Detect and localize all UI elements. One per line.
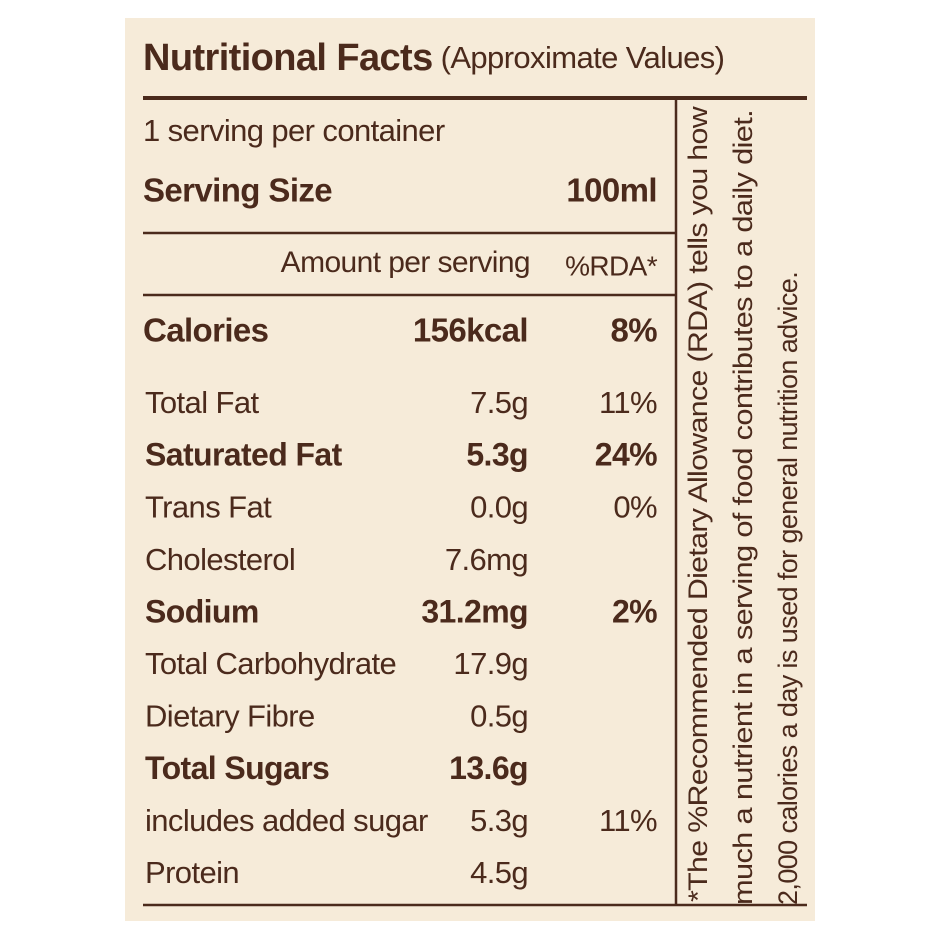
label-panel [125, 18, 815, 921]
nutrient-rda: 2% [612, 593, 657, 629]
nutrient-rda: 24% [595, 437, 657, 473]
nutrient-amount: 4.5g [470, 855, 528, 890]
calories-label: Calories [143, 312, 268, 349]
nutrient-label: Cholesterol [145, 542, 295, 577]
nutrient-label: Total Sugars [145, 750, 329, 786]
nutrient-amount: 5.3g [466, 437, 528, 473]
nutrient-rda: 11% [599, 803, 657, 838]
serving-size-value: 100ml [566, 172, 657, 209]
nutrient-label: Dietary Fibre [145, 698, 315, 733]
nutrient-amount: 7.6mg [445, 542, 528, 577]
nutrient-label: Sodium [145, 593, 259, 629]
nutrient-label: Trans Fat [145, 490, 272, 525]
title: Nutritional Facts (Approximate Values) [143, 37, 724, 79]
nutrient-amount: 17.9g [453, 646, 528, 681]
title-text: Nutritional Facts [143, 37, 433, 79]
calories-value: 156kcal [413, 312, 528, 349]
nutrient-label: Total Carbohydrate [145, 646, 396, 681]
serving-size-label: Serving Size [143, 172, 332, 209]
nutrient-amount: 7.5g [470, 385, 528, 420]
servings: 1 serving per container [143, 113, 445, 148]
nutrient-amount: 31.2mg [421, 593, 528, 629]
nutrient-label: Total Fat [145, 385, 259, 420]
amount-header: Amount per serving [281, 246, 530, 279]
calories-rda: 8% [611, 312, 658, 349]
nutrient-label: Saturated Fat [145, 437, 343, 473]
nutrient-rda: 0% [613, 490, 657, 525]
nutrient-amount: 0.0g [470, 490, 528, 525]
footnote-line: 2,000 calories a day is used for general… [773, 272, 803, 905]
subtitle: (Approximate Values) [441, 40, 725, 75]
footnote-line: *The %Recommended Dietary Allowance (RDA… [683, 106, 713, 902]
nutrient-label: Protein [145, 855, 239, 890]
footnote-line: much a nutrient in a serving of food con… [728, 110, 758, 905]
nutrient-label: includes added sugar [145, 803, 428, 838]
nutrient-amount: 13.6g [449, 750, 528, 786]
nutrient-amount: 0.5g [470, 698, 528, 733]
rda-header: %RDA* [565, 250, 658, 281]
nutrient-rda: 11% [599, 385, 657, 420]
nutrient-amount: 5.3g [470, 803, 528, 838]
